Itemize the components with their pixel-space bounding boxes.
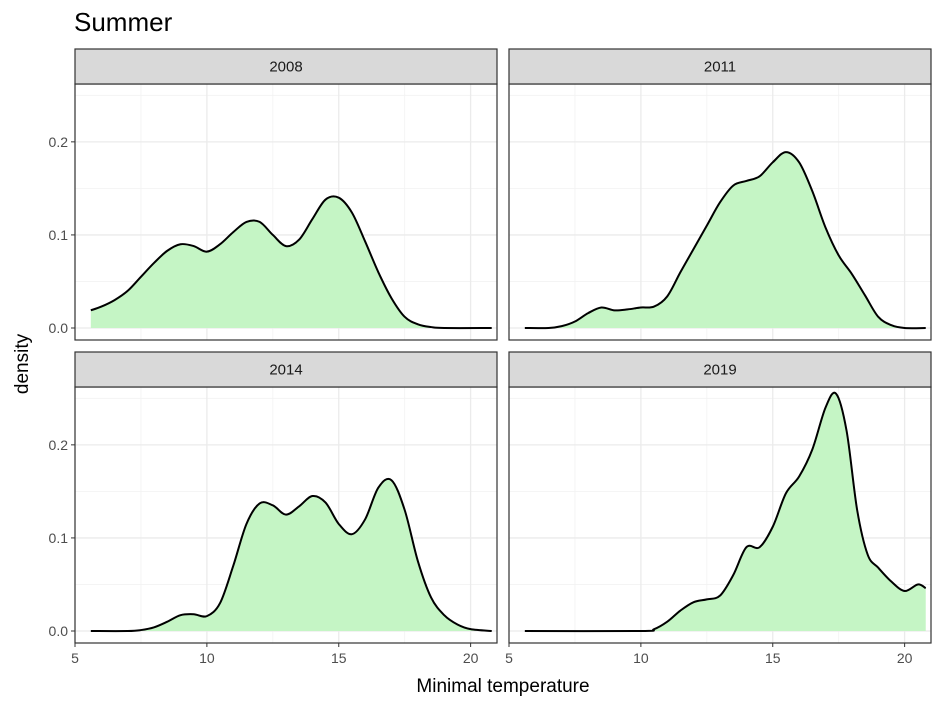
y-tick-label: 0.1 <box>49 530 69 546</box>
facet-panel-2011: 2011 <box>508 48 932 341</box>
facet-strip-label: 2011 <box>704 59 736 76</box>
x-tick-label: 10 <box>199 650 215 666</box>
facet-strip <box>508 48 932 85</box>
x-axis-title: Minimal temperature <box>416 676 589 697</box>
density-line <box>524 151 926 330</box>
y-tick-label: 0.1 <box>49 227 69 243</box>
y-tick-label: 0.2 <box>49 134 69 150</box>
x-tick-label: 20 <box>897 650 913 666</box>
y-tick-label: 0.0 <box>49 623 69 639</box>
facet-strip <box>74 48 498 85</box>
x-tick-label: 5 <box>505 650 513 666</box>
x-tick-label: 5 <box>71 650 79 666</box>
density-line <box>90 195 492 330</box>
x-tick-label: 15 <box>765 650 781 666</box>
x-tick-label: 10 <box>633 650 649 666</box>
density-line <box>524 391 927 633</box>
facet-strip <box>508 351 932 388</box>
facet-panel-2019: 2019 5 10 15 20 <box>505 351 932 666</box>
y-axis-title: density <box>12 333 33 394</box>
density-area <box>524 392 926 632</box>
density-area <box>90 478 492 632</box>
y-tick-label: 0.0 <box>49 320 69 336</box>
y-tick-label: 0.2 <box>49 437 69 453</box>
density-line <box>90 477 492 633</box>
x-tick-label: 15 <box>331 650 347 666</box>
x-tick-label: 20 <box>463 650 479 666</box>
facet-strip-label: 2019 <box>703 362 736 379</box>
facet-panel-2008: 2008 0.0 0.1 0.2 <box>49 48 498 341</box>
density-area <box>90 196 492 329</box>
chart-title: Summer <box>74 7 173 37</box>
facet-strip-label: 2014 <box>269 362 302 379</box>
facet-strip-label: 2008 <box>269 59 302 76</box>
facet-strip <box>74 351 498 388</box>
facet-panel-2014: 2014 0.0 0.1 0.2 5 10 15 20 <box>49 351 498 666</box>
density-area <box>524 152 926 329</box>
